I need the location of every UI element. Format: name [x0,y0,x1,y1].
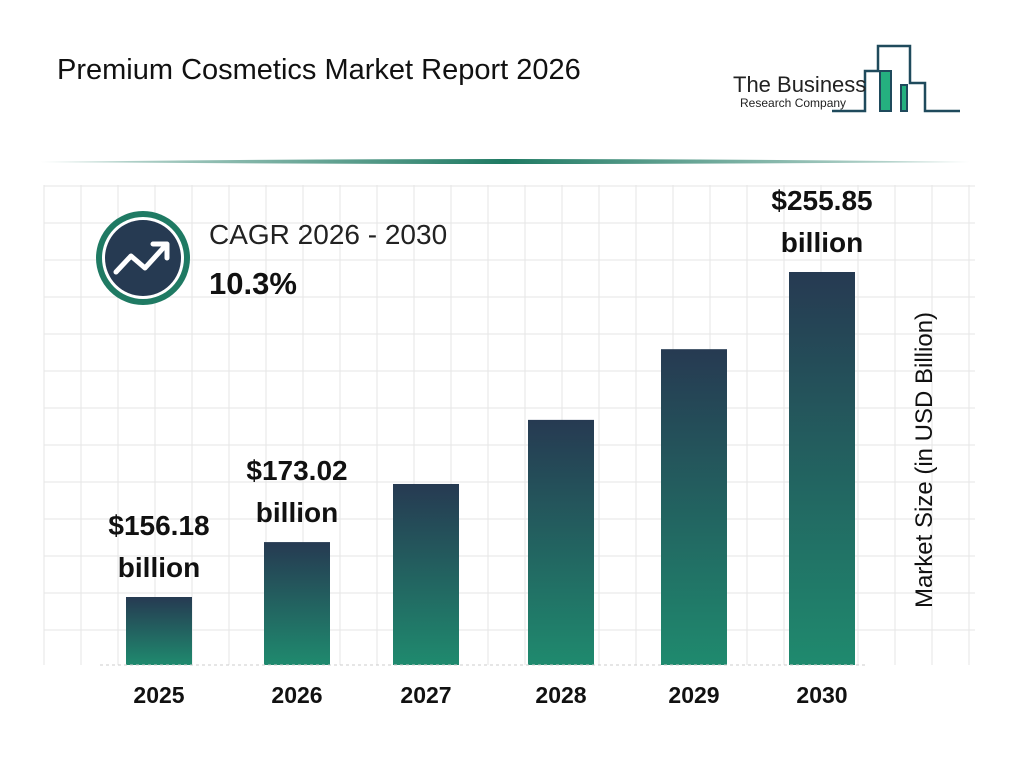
data-label-value: $156.18 [108,510,210,541]
x-tick-label: 2026 [271,682,323,708]
data-label-value: $255.85 [771,185,873,216]
data-label: $255.85 billion [771,180,872,264]
data-label: $156.18 billion [108,505,209,589]
logo-text-line1: The Business [733,72,867,97]
bar-2029 [661,349,727,665]
x-tick-label: 2029 [668,682,720,708]
bars [126,272,855,665]
logo-text-line2: Research Company [740,96,847,110]
header-divider [40,159,970,164]
y-axis-label: Market Size (in USD Billion) [911,311,938,609]
cagr-icon [96,211,190,305]
data-label-unit: billion [255,497,339,529]
logo-buildings-icon [832,44,960,113]
data-label: $173.02 billion [246,450,347,534]
x-tick-label: 2025 [133,682,185,708]
bar-2030 [789,272,855,665]
bar-2028 [528,419,594,665]
company-logo: The Business Research Company [720,40,970,120]
bar-2026 [264,542,330,665]
cagr-label: CAGR 2026 - 2030 [209,219,448,250]
data-label-unit: billion [117,552,201,583]
data-label-unit: billion [780,227,864,258]
x-tick-label: 2030 [796,682,848,708]
bar-2027 [393,483,459,665]
trending-up-icon [113,243,168,275]
data-label-value: $173.02 [246,455,348,487]
bar-2025 [126,597,192,665]
page-title: Premium Cosmetics Market Report 2026 [57,54,581,86]
cagr-value: 10.3% [209,266,297,301]
x-tick-label: 2027 [400,682,452,708]
x-tick-label: 2028 [535,682,587,708]
